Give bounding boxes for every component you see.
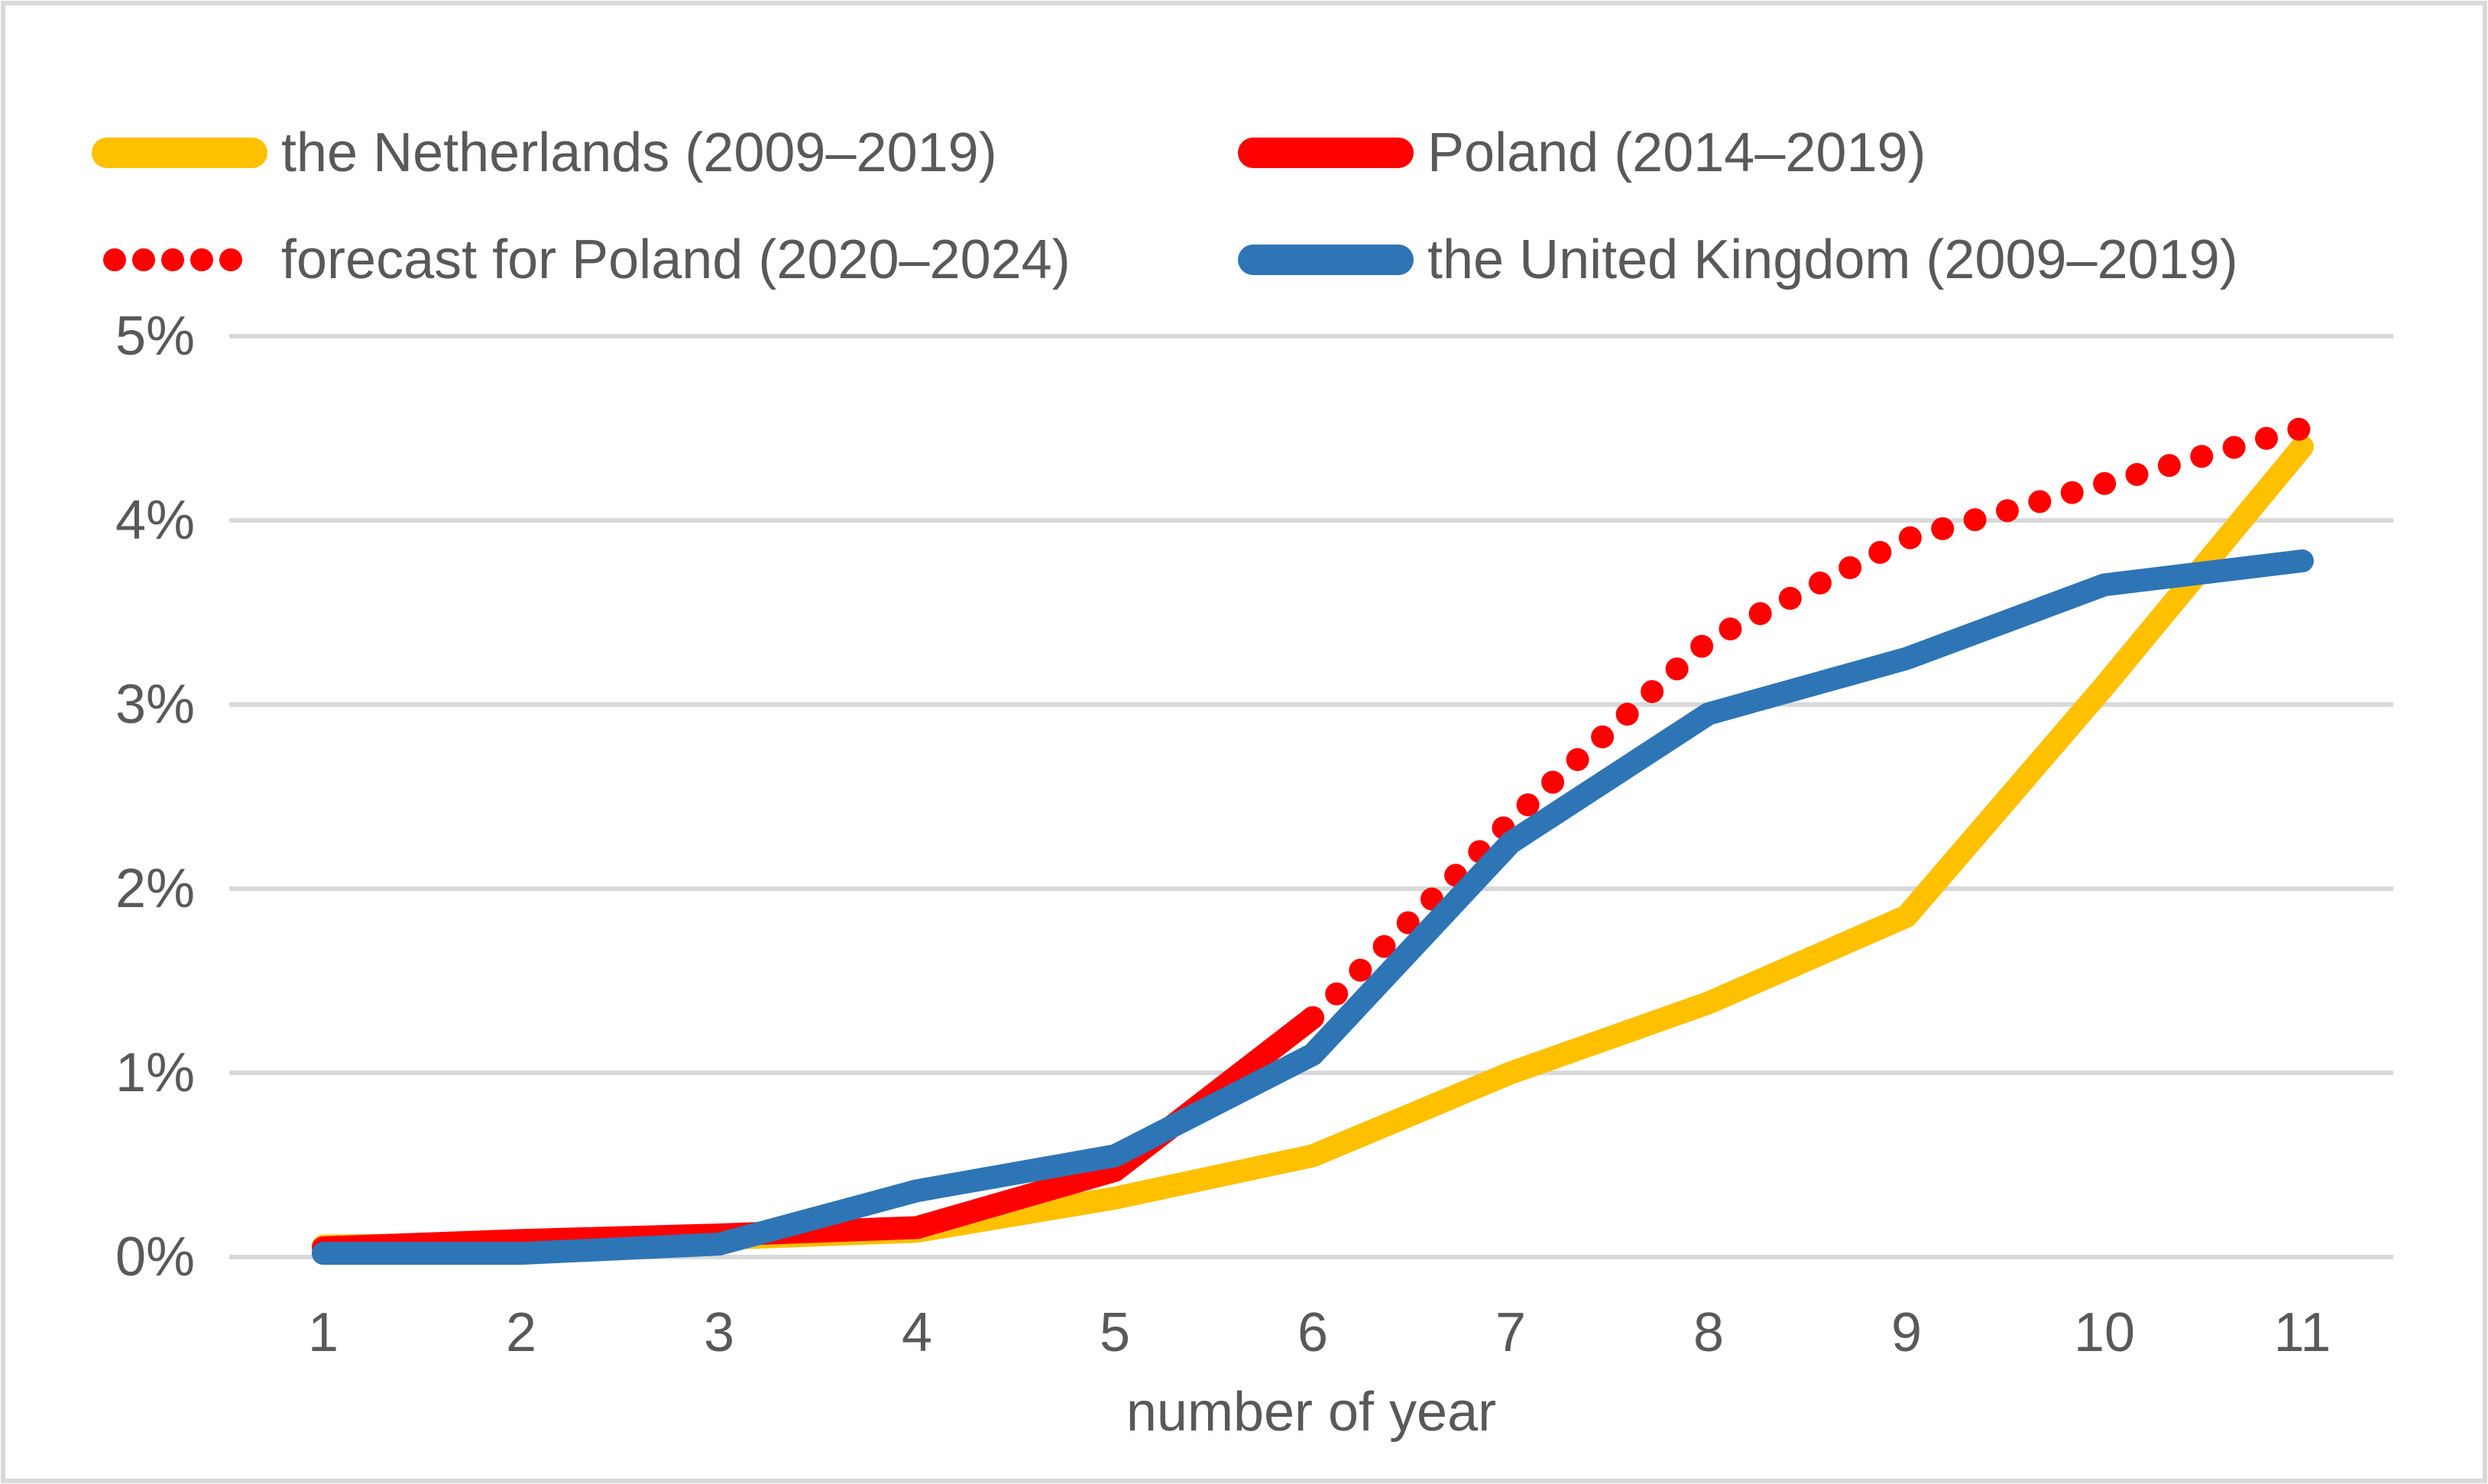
x-tick-label: 11 xyxy=(2274,1302,2331,1363)
y-tick-label: 1% xyxy=(115,1042,195,1103)
x-tick-label: 2 xyxy=(506,1302,536,1363)
x-tick-label: 1 xyxy=(308,1302,339,1363)
series-line-united-kingdom xyxy=(312,549,2314,1265)
legend-label-united-kingdom: the United Kingdom (2009–2019) xyxy=(1427,229,2238,290)
x-tick-label: 9 xyxy=(1891,1302,1922,1363)
legend-item-poland: Poland (2014–2019) xyxy=(1238,122,1926,183)
x-tick-label: 5 xyxy=(1100,1302,1130,1363)
x-tick-label: 8 xyxy=(1693,1302,1724,1363)
series-line-poland-forecast xyxy=(1301,416,2314,1029)
x-tick-label: 6 xyxy=(1297,1302,1328,1363)
y-tick-label: 2% xyxy=(115,858,195,919)
legend-label-poland-forecast: forecast for Poland (2020–2024) xyxy=(281,229,1071,290)
legend-item-poland-forecast: forecast for Poland (2020–2024) xyxy=(103,229,1071,290)
legend-label-netherlands: the Netherlands (2009–2019) xyxy=(281,122,997,183)
legend: the Netherlands (2009–2019) Poland (2014… xyxy=(92,122,2238,290)
legend-label-poland: Poland (2014–2019) xyxy=(1427,122,1926,183)
plot-area xyxy=(312,416,2314,1265)
y-tick-label: 4% xyxy=(115,490,195,551)
y-tick-label: 5% xyxy=(115,306,195,367)
x-tick-label: 4 xyxy=(902,1302,932,1363)
x-tick-label: 3 xyxy=(704,1302,734,1363)
y-axis: 5% 4% 3% 2% 1% 0% xyxy=(115,306,195,1288)
x-tick-label: 7 xyxy=(1495,1302,1526,1363)
y-tick-label: 0% xyxy=(115,1226,195,1288)
legend-item-netherlands: the Netherlands (2009–2019) xyxy=(92,122,997,183)
x-tick-label: 10 xyxy=(2074,1302,2135,1363)
x-axis: 1 2 3 4 5 6 7 8 9 10 11 number of year xyxy=(308,1302,2331,1443)
x-axis-title: number of year xyxy=(1126,1382,1496,1443)
y-tick-label: 3% xyxy=(115,674,195,735)
legend-item-united-kingdom: the United Kingdom (2009–2019) xyxy=(1238,229,2238,290)
